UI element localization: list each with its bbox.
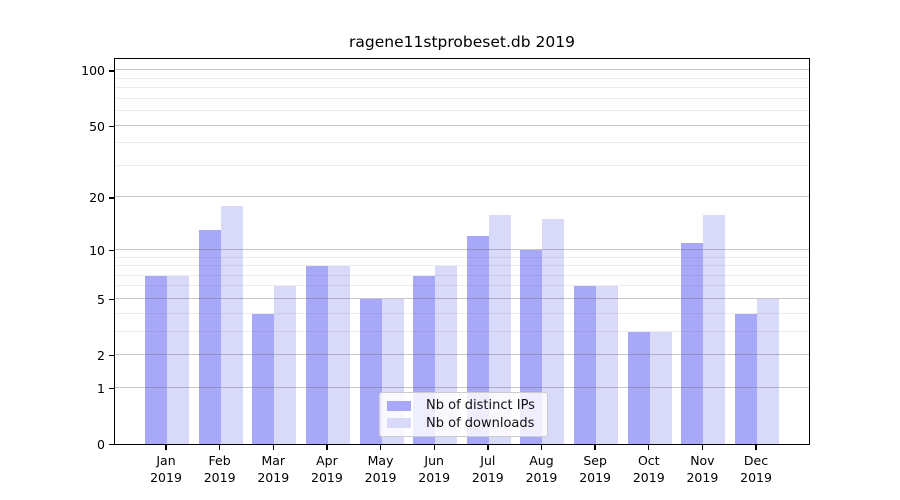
x-tick-label: May 2019 xyxy=(364,453,397,485)
legend-row-distinct-ips: Nb of distinct IPs xyxy=(387,397,539,415)
legend-row-downloads: Nb of downloads xyxy=(387,415,539,433)
bar-downloads xyxy=(757,298,780,444)
bar-distinct-ips xyxy=(681,242,704,444)
bar-distinct-ips xyxy=(198,230,221,444)
y-tick xyxy=(109,197,114,199)
x-tick-label: Jul 2019 xyxy=(471,453,504,485)
x-tick-label: Feb 2019 xyxy=(203,453,236,485)
x-tick xyxy=(701,445,704,450)
legend-label-distinct-ips: Nb of distinct IPs xyxy=(426,398,535,414)
legend-label-downloads: Nb of downloads xyxy=(426,415,535,431)
bar-downloads xyxy=(703,214,726,444)
bar-downloads xyxy=(167,275,189,444)
bar-distinct-ips xyxy=(359,298,382,444)
bar-distinct-ips xyxy=(305,266,328,444)
x-tick-label: Sep 2019 xyxy=(579,453,612,485)
bar-downloads xyxy=(274,286,297,444)
bar-distinct-ips xyxy=(252,313,275,444)
x-tick xyxy=(379,445,382,450)
x-tick-label: Jan 2019 xyxy=(150,453,182,485)
x-tick xyxy=(648,445,650,450)
bars-layer xyxy=(115,59,809,444)
y-tick xyxy=(109,444,114,446)
bar-downloads xyxy=(220,205,243,444)
bar-downloads xyxy=(542,219,565,444)
bar-distinct-ips xyxy=(627,331,650,444)
x-tick xyxy=(218,445,221,450)
x-tick-label: Dec 2019 xyxy=(740,453,772,485)
downloads-swatch-icon xyxy=(387,418,411,429)
x-tick xyxy=(540,445,543,450)
y-tick-label: 50 xyxy=(89,118,105,134)
bar-downloads xyxy=(488,214,511,444)
y-tick-label: 20 xyxy=(89,190,105,206)
y-tick-label: 10 xyxy=(89,242,105,258)
x-tick-label: Mar 2019 xyxy=(257,453,290,485)
x-tick-label: Apr 2019 xyxy=(311,453,343,485)
y-tick xyxy=(109,387,114,390)
x-tick-label: Jun 2019 xyxy=(418,453,451,485)
x-tick xyxy=(165,445,167,450)
distinct-ips-swatch-icon xyxy=(387,400,411,411)
legend: Nb of distinct IPs Nb of downloads xyxy=(379,392,548,437)
x-tick-label: Nov 2019 xyxy=(686,453,719,485)
y-tick xyxy=(109,249,114,252)
y-tick-label: 1 xyxy=(97,380,105,396)
x-tick xyxy=(755,445,757,450)
bar-downloads xyxy=(649,331,672,444)
y-tick-label: 2 xyxy=(97,348,105,363)
x-tick-label: Oct 2019 xyxy=(632,453,665,485)
y-tick-label: 100 xyxy=(81,63,105,79)
bar-downloads xyxy=(596,286,619,444)
bar-downloads xyxy=(327,266,350,444)
bar-distinct-ips xyxy=(574,286,597,444)
bar-distinct-ips xyxy=(145,275,167,444)
y-tick xyxy=(109,125,114,127)
y-tick xyxy=(109,355,114,357)
bar-distinct-ips xyxy=(735,313,758,444)
x-tick xyxy=(272,445,274,450)
y-tick xyxy=(109,298,114,301)
x-tick xyxy=(433,445,435,450)
x-tick xyxy=(487,445,489,450)
y-tick-label: 0 xyxy=(97,437,105,452)
y-tick xyxy=(109,70,114,72)
x-tick xyxy=(594,445,596,450)
x-tick-label: Aug 2019 xyxy=(525,453,558,485)
y-tick-label: 5 xyxy=(97,291,105,307)
chart-title: ragene11stprobeset.db 2019 xyxy=(349,33,575,51)
plot-area xyxy=(114,58,810,445)
x-tick xyxy=(326,445,328,450)
